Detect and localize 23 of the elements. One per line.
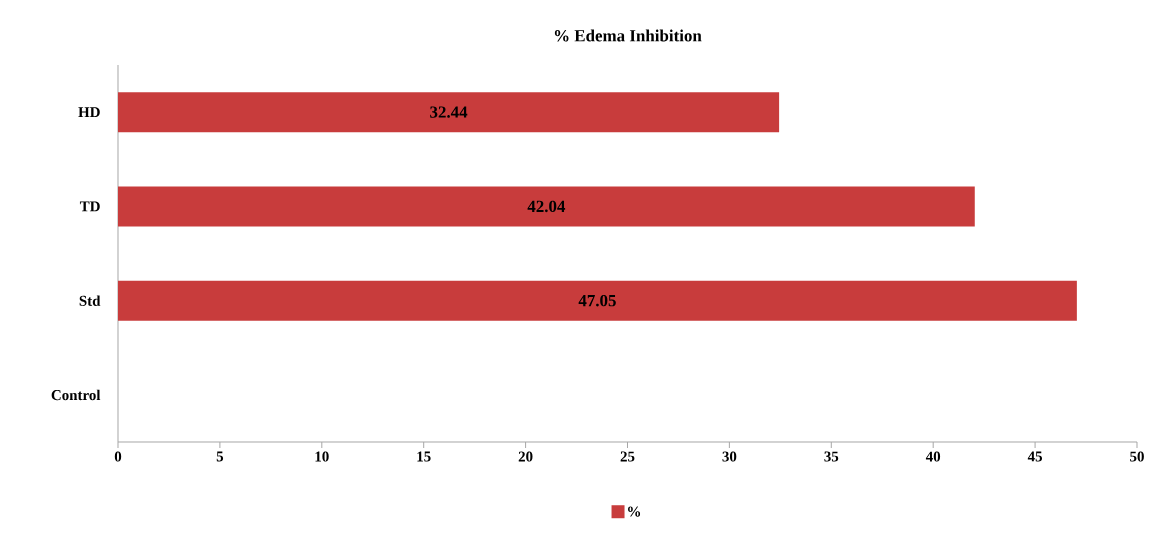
x-tick-label: 25	[620, 451, 635, 462]
bar	[118, 92, 780, 133]
bar	[118, 280, 1077, 321]
chart-title: % Edema Inhibition	[554, 29, 702, 42]
data-label: 42.04	[527, 200, 566, 213]
y-tick-label: Std	[79, 295, 101, 306]
y-tick-label: Control	[51, 389, 101, 401]
y-tick-label: HD	[78, 107, 100, 118]
x-tick-label: 15	[417, 451, 431, 462]
x-tick-label: 0	[114, 451, 122, 462]
x-tick-label: 10	[315, 451, 329, 462]
x-tick-label: 40	[925, 451, 941, 462]
legend-label: %	[628, 506, 641, 517]
bar	[118, 186, 975, 227]
data-label: 47.05	[578, 294, 616, 307]
x-tick-label: 5	[216, 451, 224, 462]
x-tick-label: 45	[1027, 451, 1043, 462]
x-tick-label: 30	[722, 451, 737, 462]
x-tick-label: 50	[1130, 451, 1144, 462]
x-tick-label: 35	[824, 451, 839, 462]
y-tick-label: TD	[79, 201, 100, 212]
data-label: 32.44	[430, 106, 468, 118]
x-tick-label: 20	[518, 451, 533, 462]
